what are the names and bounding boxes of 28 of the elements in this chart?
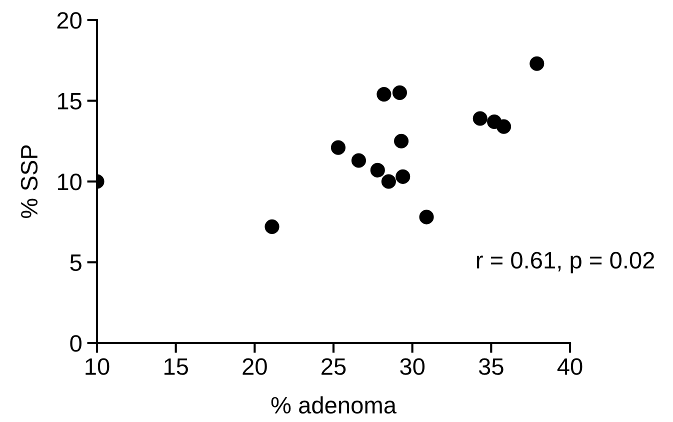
point [330,140,346,155]
point [530,56,544,71]
x-axis-title: % adenoma [271,396,397,414]
x-tick-label: 40 [557,358,582,375]
point [496,119,512,134]
point [472,111,488,126]
point [370,162,385,178]
y-tick-label: 15 [58,93,82,110]
x-tick-label: 20 [242,358,267,375]
point [419,210,434,224]
y-tick-label: 5 [70,254,82,272]
point [381,174,396,189]
x-tick-label: 35 [478,358,504,375]
x-tick-label: 15 [164,358,188,375]
point [396,169,410,184]
point [351,153,366,168]
x-tick-label: 10 [86,358,110,375]
point [376,87,392,102]
annotation: r = 0.61, p = 0.02 [476,252,654,274]
y-tick-label: 0 [70,335,82,352]
point [264,219,280,234]
y-tick-label: 10 [58,174,82,190]
y-tick-label: 20 [57,12,82,29]
point [394,134,409,148]
x-tick-label: 25 [322,358,346,375]
point [392,85,408,100]
x-tick-label: 30 [400,358,425,375]
y-axis-title: % SSP [20,145,38,218]
